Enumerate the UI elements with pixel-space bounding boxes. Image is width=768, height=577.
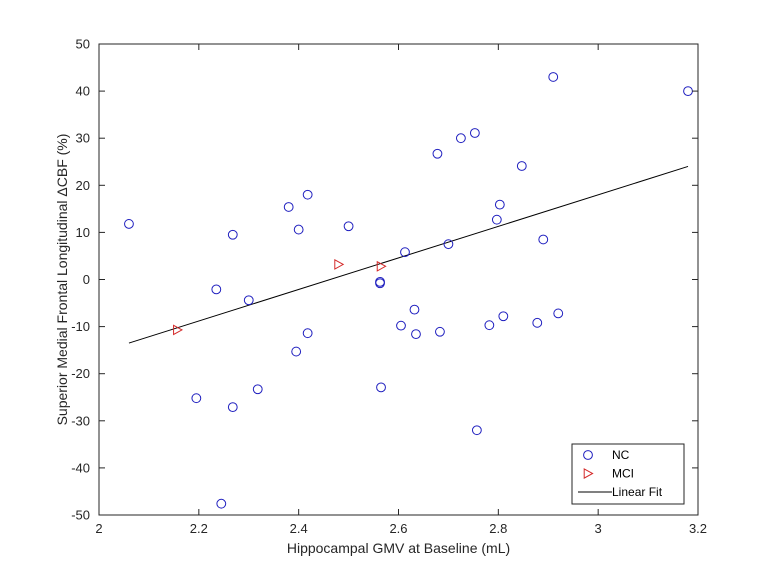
nc-point [243, 295, 254, 306]
nc-point [302, 189, 313, 200]
nc-point [435, 326, 445, 337]
nc-point [538, 234, 549, 245]
nc-point [343, 221, 354, 232]
nc-point [516, 161, 527, 171]
legend-nc-symbol [583, 450, 593, 460]
nc-point [396, 320, 406, 331]
nc-point [216, 498, 227, 509]
legend-label-linear-fit: Linear Fit [612, 485, 663, 499]
y-tick-label: -40 [71, 460, 90, 475]
x-tick-label: 2.2 [190, 521, 208, 536]
nc-point [532, 317, 543, 328]
nc-point [494, 199, 505, 210]
y-tick-label: 10 [76, 225, 90, 240]
nc-point [443, 239, 454, 250]
legend-label-nc: NC [612, 448, 630, 462]
nc-point [455, 133, 466, 144]
y-tick-label: -10 [71, 319, 90, 334]
nc-point [432, 148, 443, 159]
nc-point [211, 284, 222, 295]
nc-point [484, 320, 495, 331]
x-axis-label: Hippocampal GMV at Baseline (mL) [287, 540, 510, 556]
nc-point [411, 329, 421, 340]
x-tick-label: 2.4 [290, 521, 308, 536]
nc-point [409, 304, 420, 315]
tick-layer: 2 2.2 2.4 2.6 2.8 3 3.2 -50 -40 -30 -20 -10 0 10 20 30 4… [71, 37, 707, 537]
nc-point [491, 214, 502, 225]
y-tick-label: 40 [76, 84, 90, 99]
nc-point [252, 384, 263, 395]
legend: NC MCI Linear Fit [571, 443, 685, 505]
nc-point [498, 311, 509, 322]
x-tick-label: 3.2 [689, 521, 707, 536]
y-tick-label: 0 [83, 272, 90, 287]
nc-point [293, 224, 304, 235]
nc-point [191, 393, 202, 404]
nc-point [124, 219, 134, 229]
nc-point [553, 308, 564, 319]
y-tick-label: 30 [76, 131, 90, 146]
nc-point [227, 402, 238, 413]
mci-point [173, 324, 184, 336]
nc-point [376, 382, 386, 393]
x-tick-label: 2.8 [489, 521, 507, 536]
plot-area [99, 44, 698, 515]
nc-point [375, 278, 385, 289]
nc-point [302, 328, 313, 339]
y-tick-label: -20 [71, 366, 90, 381]
legend-label-mci: MCI [612, 467, 634, 481]
mci-point [334, 258, 345, 270]
nc-point [469, 128, 480, 138]
y-tick-label: -30 [71, 413, 90, 428]
nc-point [548, 72, 559, 82]
y-axis-label: Superior Medial Frontal Longitudinal ΔCB… [54, 134, 70, 426]
x-tick-label: 2 [95, 521, 102, 536]
x-tick-label: 3 [595, 521, 602, 536]
nc-point [471, 425, 482, 436]
y-tick-label: 20 [76, 178, 90, 193]
nc-point [291, 346, 302, 357]
y-tick-label: 50 [76, 37, 90, 52]
legend-mci-symbol [583, 468, 594, 479]
x-tick-label: 2.6 [389, 521, 407, 536]
nc-point [283, 202, 294, 212]
nc-point [227, 229, 238, 240]
mci-point [376, 260, 387, 272]
y-tick-label: -50 [71, 508, 90, 523]
nc-point [400, 247, 410, 258]
marker-layer [124, 72, 693, 509]
